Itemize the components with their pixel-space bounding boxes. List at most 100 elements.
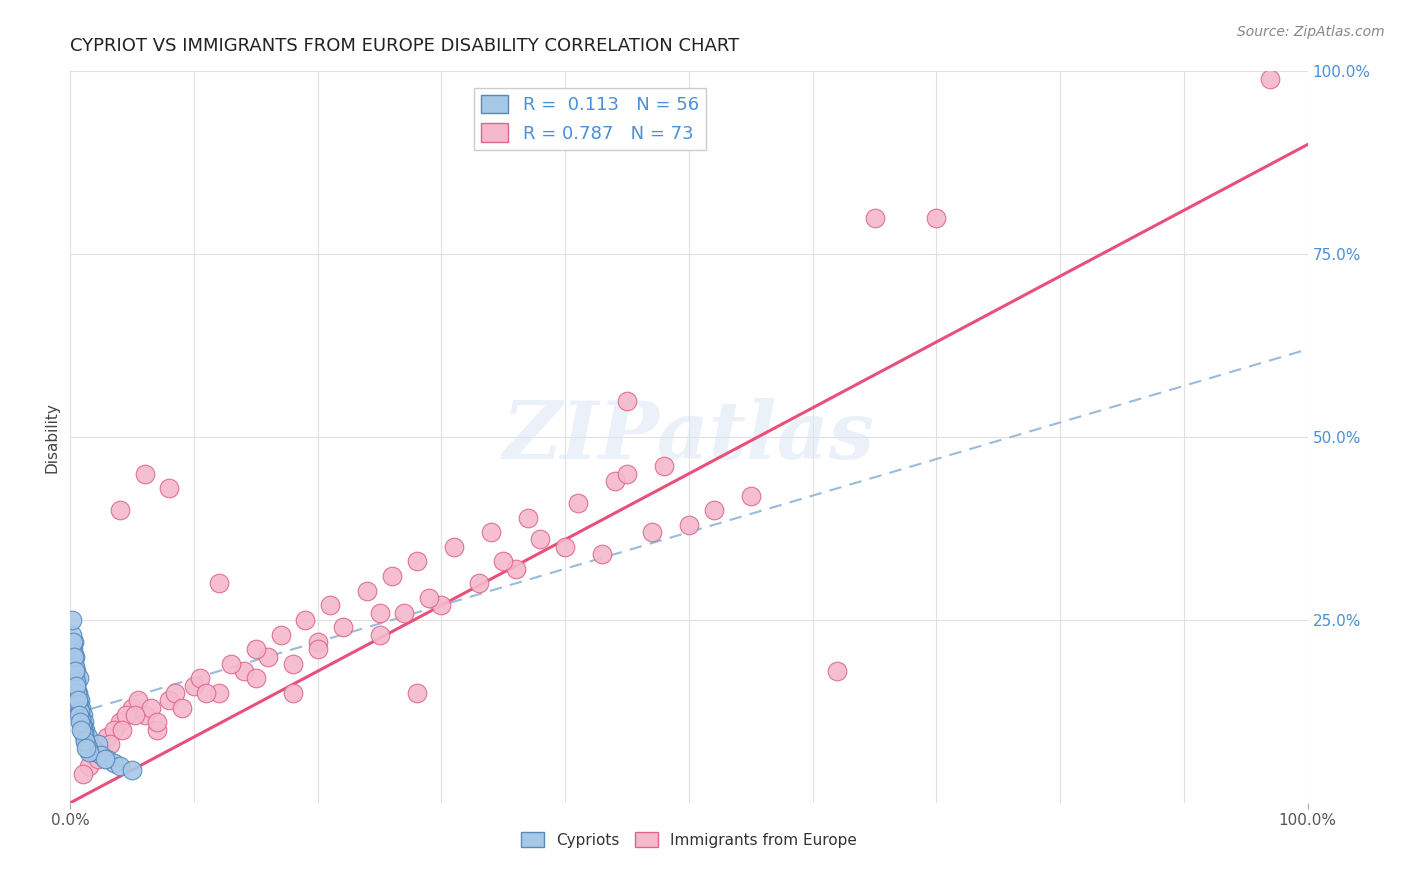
Point xyxy=(75,723,97,737)
Point xyxy=(319,599,342,613)
Point xyxy=(567,496,589,510)
Point xyxy=(554,540,576,554)
Point xyxy=(111,723,134,737)
Point xyxy=(72,766,94,780)
Point xyxy=(170,700,193,714)
Point xyxy=(529,533,551,547)
Point xyxy=(69,715,91,730)
Point xyxy=(63,649,86,664)
Point xyxy=(232,664,254,678)
Point xyxy=(75,733,97,747)
Point xyxy=(69,693,91,707)
Point xyxy=(86,752,108,766)
Point xyxy=(69,708,91,723)
Point xyxy=(103,756,125,770)
Point xyxy=(219,657,242,671)
Point xyxy=(157,693,180,707)
Point xyxy=(76,730,98,744)
Point xyxy=(505,562,527,576)
Point xyxy=(65,664,87,678)
Point xyxy=(165,686,187,700)
Point xyxy=(139,700,162,714)
Point xyxy=(405,686,427,700)
Point xyxy=(65,679,87,693)
Point xyxy=(62,642,84,657)
Point xyxy=(62,635,84,649)
Point xyxy=(479,525,502,540)
Point xyxy=(70,719,93,733)
Point xyxy=(1260,71,1282,86)
Point xyxy=(641,525,664,540)
Point xyxy=(121,700,143,714)
Point xyxy=(70,700,93,714)
Point xyxy=(195,686,218,700)
Point xyxy=(65,672,87,686)
Point xyxy=(84,745,107,759)
Text: CYPRIOT VS IMMIGRANTS FROM EUROPE DISABILITY CORRELATION CHART: CYPRIOT VS IMMIGRANTS FROM EUROPE DISABI… xyxy=(70,37,740,54)
Point xyxy=(307,642,329,657)
Point xyxy=(67,708,90,723)
Point xyxy=(84,745,107,759)
Point xyxy=(79,737,101,751)
Point xyxy=(67,672,90,686)
Point xyxy=(146,715,169,730)
Point xyxy=(115,708,138,723)
Point xyxy=(257,649,280,664)
Point xyxy=(66,686,89,700)
Point xyxy=(77,745,100,759)
Point xyxy=(63,657,86,671)
Point xyxy=(73,726,96,740)
Point xyxy=(616,467,638,481)
Point xyxy=(146,723,169,737)
Point xyxy=(65,649,87,664)
Point xyxy=(65,679,87,693)
Point xyxy=(70,715,93,730)
Point xyxy=(94,752,117,766)
Point xyxy=(405,554,427,568)
Point xyxy=(67,697,90,711)
Point xyxy=(62,646,84,660)
Point xyxy=(381,569,404,583)
Point xyxy=(616,393,638,408)
Point xyxy=(134,708,156,723)
Point xyxy=(740,489,762,503)
Point xyxy=(294,613,316,627)
Point xyxy=(157,481,180,495)
Point xyxy=(76,740,98,755)
Point xyxy=(96,752,118,766)
Point xyxy=(208,576,231,591)
Point xyxy=(368,606,391,620)
Point xyxy=(827,664,849,678)
Point xyxy=(72,719,94,733)
Point xyxy=(75,740,97,755)
Point xyxy=(603,474,626,488)
Point xyxy=(70,723,93,737)
Point xyxy=(66,693,89,707)
Point xyxy=(66,693,89,707)
Point xyxy=(65,664,87,678)
Point xyxy=(108,715,131,730)
Point xyxy=(356,583,378,598)
Point xyxy=(86,737,108,751)
Point xyxy=(77,759,100,773)
Point xyxy=(73,733,96,747)
Point xyxy=(60,627,83,641)
Point xyxy=(270,627,292,641)
Point xyxy=(72,726,94,740)
Point xyxy=(69,712,91,726)
Point xyxy=(103,723,125,737)
Point xyxy=(591,547,613,561)
Point xyxy=(332,620,354,634)
Point xyxy=(492,554,515,568)
Point xyxy=(90,737,112,751)
Point xyxy=(75,737,97,751)
Point xyxy=(67,700,90,714)
Point xyxy=(394,606,416,620)
Point xyxy=(652,459,675,474)
Point xyxy=(281,686,304,700)
Point xyxy=(127,693,149,707)
Text: Source: ZipAtlas.com: Source: ZipAtlas.com xyxy=(1237,25,1385,39)
Text: ZIPatlas: ZIPatlas xyxy=(503,399,875,475)
Point xyxy=(467,576,489,591)
Point xyxy=(188,672,211,686)
